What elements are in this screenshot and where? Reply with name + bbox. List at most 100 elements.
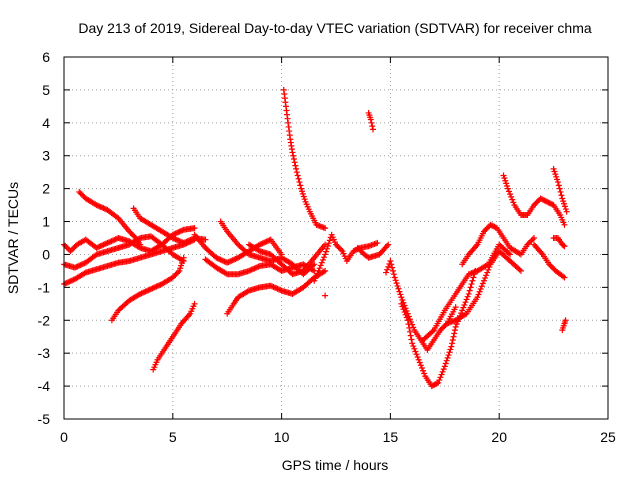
data-point: [177, 265, 184, 272]
data-point: [63, 244, 70, 251]
data-point: [439, 368, 446, 375]
data-point: [183, 238, 190, 245]
data-point: [70, 245, 77, 252]
data-point: [390, 267, 397, 274]
data-point: [202, 236, 209, 243]
x-axis-label: GPS time / hours: [282, 457, 389, 473]
data-point: [275, 286, 282, 293]
data-point: [250, 266, 257, 273]
data-point: [171, 235, 178, 242]
data-point: [317, 262, 324, 269]
data-point: [388, 261, 395, 268]
data-point: [139, 289, 146, 296]
data-point: [178, 262, 185, 269]
data-point: [446, 349, 453, 356]
data-point: [554, 176, 561, 183]
data-point: [333, 241, 339, 248]
data-point: [270, 283, 277, 290]
data-point: [385, 241, 392, 248]
x-tick-label: 20: [491, 429, 507, 445]
data-point: [315, 267, 322, 274]
data-point: [509, 196, 516, 203]
data-point: [502, 177, 509, 184]
data-point: [540, 196, 547, 203]
series-trace-24: [531, 241, 568, 281]
data-point: [447, 346, 454, 353]
data-point: [554, 179, 561, 186]
data-point: [99, 204, 106, 211]
x-tick-labels: 0 5 10 15 20 25: [60, 429, 616, 445]
data-point: [74, 263, 81, 270]
data-point: [222, 270, 229, 277]
x-tick-label: 10: [274, 429, 290, 445]
data-point: [220, 257, 227, 264]
data-point: [101, 241, 108, 248]
data-point: [137, 241, 144, 248]
data-point: [449, 337, 456, 344]
data-point: [169, 235, 176, 241]
data-point: [177, 238, 184, 245]
data-point: [76, 188, 83, 195]
data-point: [300, 193, 307, 200]
data-point: [561, 274, 568, 281]
data-point: [63, 279, 70, 286]
data-point: [142, 288, 149, 295]
data-point: [448, 343, 455, 350]
data-point: [389, 264, 396, 271]
data-point: [436, 377, 443, 384]
data-point: [324, 242, 331, 249]
data-point: [229, 257, 236, 264]
data-point: [128, 231, 135, 238]
data-point: [255, 263, 262, 270]
data-point: [510, 199, 517, 206]
data-point: [435, 379, 442, 386]
data-point: [551, 168, 558, 175]
data-point: [400, 306, 407, 313]
data-point: [399, 303, 406, 310]
data-point: [485, 266, 492, 273]
data-point: [415, 356, 422, 363]
data-point: [171, 273, 178, 280]
data-point: [216, 255, 223, 262]
data-point: [399, 296, 406, 303]
data-point: [299, 190, 306, 197]
data-point: [180, 239, 187, 246]
data-point: [323, 248, 330, 255]
data-point: [546, 261, 553, 268]
data-point: [62, 280, 69, 287]
series-trace-08: [191, 231, 285, 266]
data-point: [173, 270, 180, 277]
data-point: [552, 171, 559, 178]
data-point: [224, 259, 231, 266]
data-point: [251, 265, 258, 272]
series-trace-10: [217, 218, 318, 278]
data-point: [459, 307, 466, 314]
data-point: [430, 382, 437, 389]
data-point: [80, 260, 87, 267]
data-point: [103, 240, 110, 247]
data-point: [402, 311, 409, 318]
data-point: [334, 242, 341, 249]
data-point: [153, 283, 160, 290]
data-point: [477, 286, 484, 293]
data-point: [392, 277, 399, 284]
data-point: [369, 123, 376, 130]
data-point: [469, 277, 476, 284]
data-point: [433, 380, 440, 387]
grid-lines: [64, 57, 608, 419]
data-point: [501, 175, 508, 182]
data-point: [414, 354, 421, 361]
data-point: [443, 357, 450, 364]
data-point: [440, 366, 447, 373]
data-point: [547, 262, 554, 269]
data-point: [291, 159, 298, 166]
series-trace-12: [245, 241, 329, 278]
data-point: [553, 173, 560, 180]
data-point: [255, 247, 262, 254]
data-point: [462, 311, 469, 318]
data-point: [263, 238, 270, 245]
series-trace-27: [559, 317, 569, 334]
data-point: [507, 251, 514, 258]
data-point: [351, 247, 358, 254]
data-point: [429, 328, 436, 335]
